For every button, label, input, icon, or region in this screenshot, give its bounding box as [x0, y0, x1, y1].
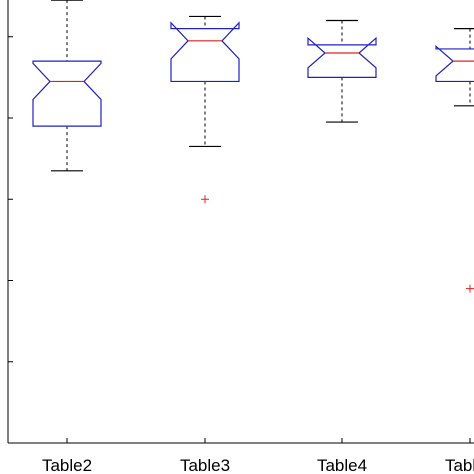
notched-box	[32, 60, 102, 127]
box-Table3	[170, 15, 240, 204]
notched-box	[170, 21, 240, 83]
x-tick-label: Table5	[445, 456, 474, 474]
box-series	[32, 0, 474, 293]
box-Table2	[32, 0, 102, 172]
x-tick-label: Table4	[317, 456, 367, 474]
box-Table4	[307, 19, 377, 123]
notched-box	[435, 45, 474, 83]
box-Table5	[435, 28, 474, 293]
x-tick-label: Table3	[180, 456, 230, 474]
notched-box	[307, 36, 377, 78]
axes	[7, 0, 474, 444]
x-tick-labels: Table2 Table3 Table4 Table5	[42, 456, 474, 474]
x-tick-label: Table2	[42, 456, 92, 474]
